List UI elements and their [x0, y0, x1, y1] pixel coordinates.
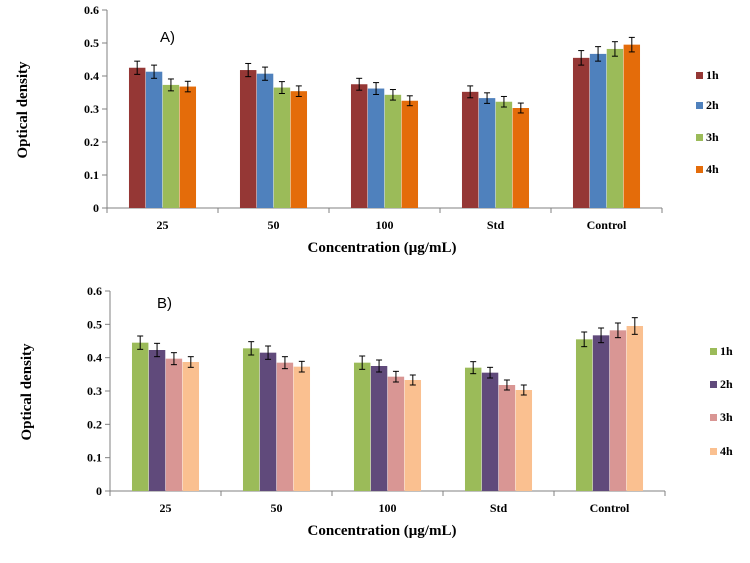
- bar-b-1h-Std: [464, 367, 482, 491]
- bar-a-2h-25: [145, 71, 163, 209]
- bar-b-2h-50: [259, 352, 277, 491]
- legend-label-b-3h: 3h: [720, 410, 733, 424]
- bar-a-3h-Std: [495, 101, 513, 208]
- bar-b-2h-Std: [481, 372, 499, 491]
- bar-a-3h-Control: [606, 48, 624, 208]
- x-category-label-a: Control: [587, 218, 627, 232]
- legend-swatch-a-3h: [696, 134, 703, 141]
- y-tick-label-a: 0: [93, 201, 99, 215]
- bar-a-1h-50: [239, 70, 257, 208]
- bar-a-3h-50: [273, 87, 291, 208]
- y-tick-label-b: 0.1: [87, 451, 102, 465]
- legend-label-a-2h: 2h: [706, 98, 719, 112]
- y-tick-label-b: 0.4: [87, 351, 102, 365]
- x-category-label-a: 50: [268, 218, 280, 232]
- bar-b-3h-100: [387, 376, 405, 491]
- legend-swatch-b-3h: [710, 414, 717, 421]
- bar-a-3h-100: [384, 94, 402, 208]
- bar-a-2h-Control: [589, 53, 607, 208]
- x-category-label-a: Std: [487, 218, 505, 232]
- bar-a-4h-Std: [512, 108, 530, 208]
- y-tick-label-a: 0.5: [84, 36, 99, 50]
- legend-label-b-4h: 4h: [720, 444, 733, 458]
- x-category-label-a: 100: [376, 218, 394, 232]
- legend-label-a-4h: 4h: [706, 162, 719, 176]
- bar-b-3h-25: [165, 358, 183, 491]
- chart-panel-a: A) Optical density Concentration (μg/mL)…: [15, 3, 719, 256]
- y-tick-label-a: 0.3: [84, 102, 99, 116]
- bar-b-1h-50: [242, 348, 260, 491]
- x-category-label-a: 25: [157, 218, 169, 232]
- legend-label-a-1h: 1h: [706, 68, 719, 82]
- x-category-label-b: 50: [271, 501, 283, 515]
- bar-b-4h-100: [404, 380, 422, 491]
- bar-a-1h-100: [350, 84, 368, 208]
- bar-b-1h-100: [353, 362, 371, 491]
- bar-b-1h-25: [131, 342, 149, 491]
- y-tick-label-b: 0: [96, 484, 102, 498]
- x-category-label-b: Std: [490, 501, 508, 515]
- bar-a-1h-25: [128, 67, 146, 208]
- bar-a-4h-25: [179, 86, 197, 208]
- bar-a-2h-Std: [478, 98, 496, 208]
- x-category-label-b: 25: [160, 501, 172, 515]
- x-axis-label-b: Concentration (μg/mL): [308, 523, 457, 539]
- y-tick-label-b: 0.5: [87, 317, 102, 331]
- bar-a-4h-100: [401, 100, 419, 208]
- plot-area-a: 0 0.1 0.2 0.3 0.4 0.5 0.6 25 50 100 Std Control 1h 2h…: [84, 3, 719, 232]
- panel-label-a: A): [160, 29, 175, 46]
- x-category-label-b: 100: [379, 501, 397, 515]
- bar-b-4h-Control: [626, 326, 644, 491]
- bar-a-2h-50: [256, 73, 274, 208]
- y-tick-label-b: 0.2: [87, 417, 102, 431]
- legend-swatch-a-4h: [696, 166, 703, 173]
- panel-label-b: B): [157, 295, 172, 312]
- legend-label-b-1h: 1h: [720, 344, 733, 358]
- plot-area-b: 0 0.1 0.2 0.3 0.4 0.5 0.6 25 50 100 Std Control 1h 2h…: [87, 284, 733, 515]
- bar-a-2h-100: [367, 88, 385, 208]
- bar-b-1h-Control: [575, 339, 593, 491]
- bar-a-1h-Std: [461, 91, 479, 208]
- x-axis-label-a: Concentration (μg/mL): [308, 240, 457, 256]
- legend-swatch-b-1h: [710, 348, 717, 355]
- bar-b-2h-100: [370, 366, 388, 491]
- y-tick-label-a: 0.4: [84, 69, 99, 83]
- y-axis-label-b: Optical density: [19, 343, 35, 441]
- y-tick-label-a: 0.6: [84, 3, 99, 17]
- y-tick-label-a: 0.1: [84, 168, 99, 182]
- x-category-label-b: Control: [590, 501, 630, 515]
- legend-label-b-2h: 2h: [720, 377, 733, 391]
- bar-b-3h-50: [276, 362, 294, 491]
- y-axis-label-a: Optical density: [15, 61, 31, 159]
- legend-swatch-a-1h: [696, 72, 703, 79]
- chart-panel-b: B) Optical density Concentration (μg/mL)…: [19, 284, 733, 539]
- legend-swatch-b-4h: [710, 448, 717, 455]
- bar-a-4h-50: [290, 91, 308, 208]
- bar-b-3h-Control: [609, 330, 627, 491]
- legend-label-a-3h: 3h: [706, 130, 719, 144]
- bar-a-3h-25: [162, 84, 180, 208]
- bar-a-4h-Control: [623, 44, 641, 209]
- bar-a-1h-Control: [572, 57, 590, 208]
- y-tick-label-b: 0.6: [87, 284, 102, 298]
- legend-swatch-a-2h: [696, 102, 703, 109]
- bar-b-4h-50: [293, 366, 311, 491]
- y-tick-label-b: 0.3: [87, 384, 102, 398]
- bar-b-3h-Std: [498, 385, 516, 491]
- bar-b-4h-Std: [515, 390, 533, 491]
- legend-swatch-b-2h: [710, 381, 717, 388]
- bar-b-2h-Control: [592, 335, 610, 491]
- bar-b-2h-25: [148, 350, 166, 491]
- y-tick-label-a: 0.2: [84, 135, 99, 149]
- bar-b-4h-25: [182, 362, 200, 491]
